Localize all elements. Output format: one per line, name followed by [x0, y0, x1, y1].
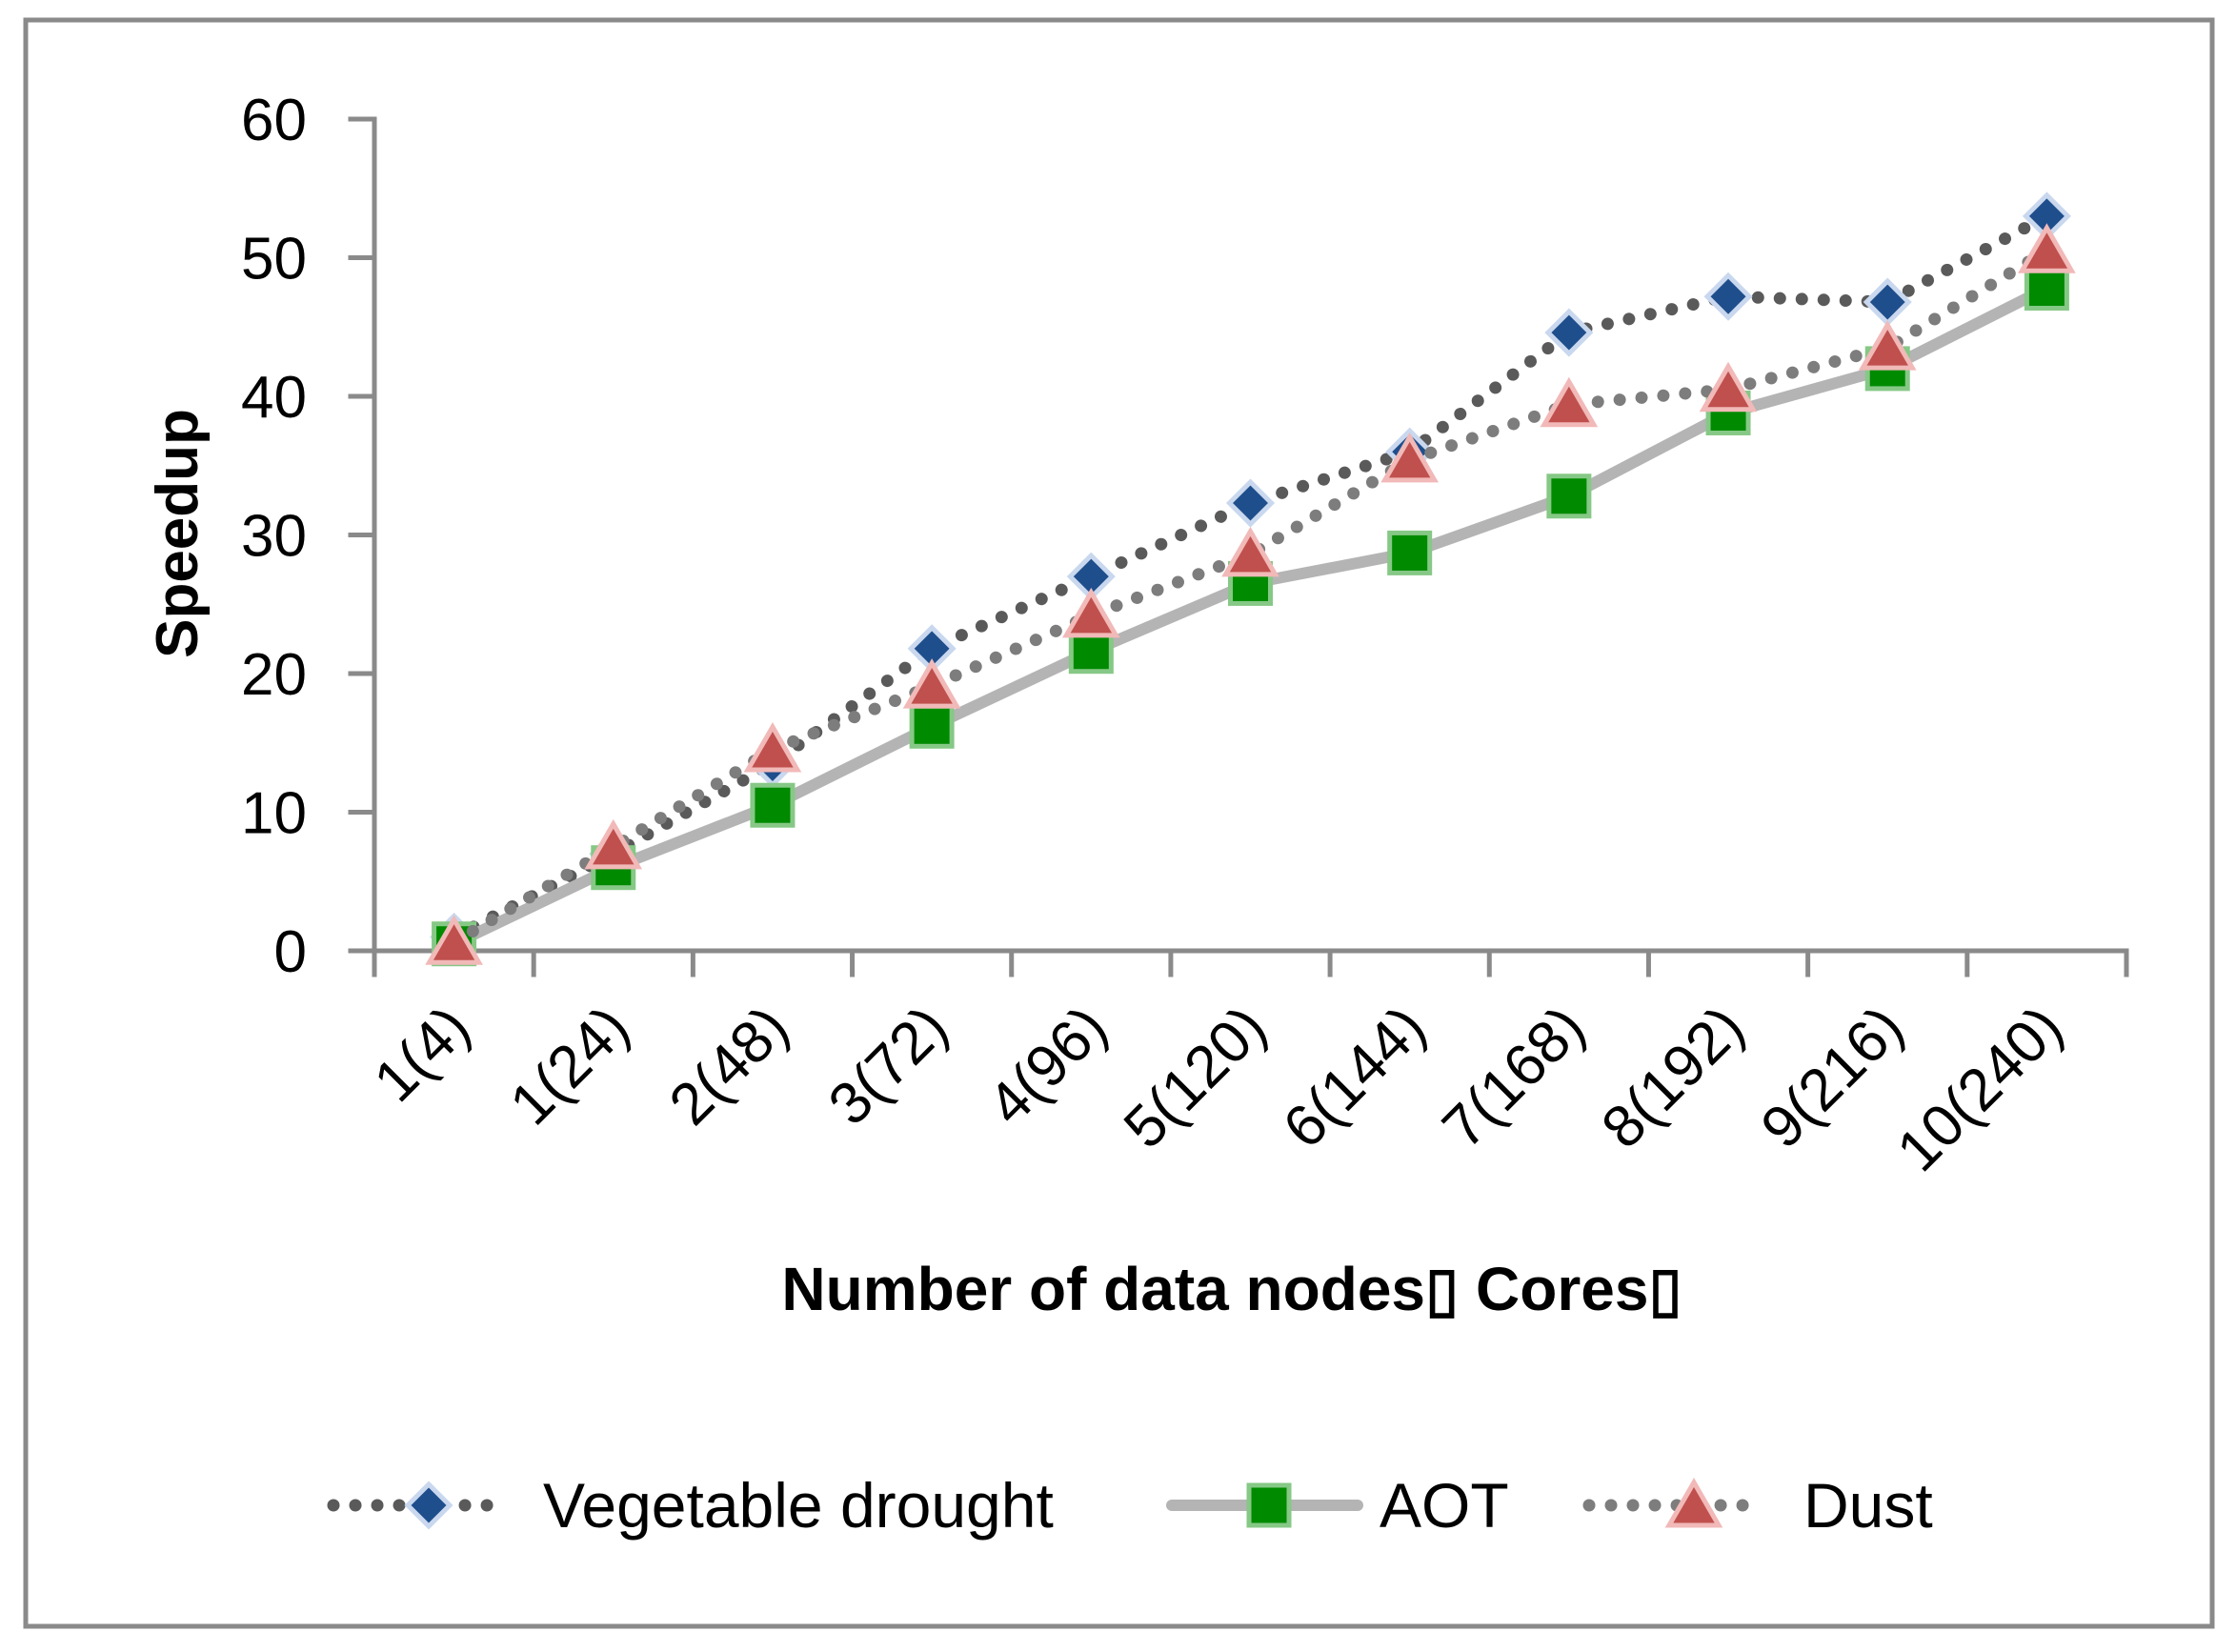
series-layer: [425, 191, 2076, 967]
y-tick-label: 50: [241, 227, 307, 292]
x-axis-title: Number of data nodes▯ Cores▯: [781, 1255, 1682, 1323]
vegetable-drought-diamond-marker: [1544, 308, 1594, 357]
legend-item-dust: Dust: [1582, 1470, 1933, 1541]
chart-frame: [23, 17, 2215, 1629]
legend-diamond-marker: [404, 1481, 453, 1530]
legend-label-aot: AOT: [1380, 1470, 1509, 1541]
dust-triangle-marker: [1221, 526, 1279, 577]
series-dust: [425, 223, 2076, 965]
legend: Vegetable drought AOT Dust: [327, 1470, 1933, 1541]
y-tick-label: 0: [274, 919, 307, 985]
dust-triangle-marker: [2018, 223, 2076, 273]
y-tick-label: 20: [241, 642, 307, 708]
y-tick-label: 10: [241, 781, 307, 847]
vegetable-drought-diamond-marker: [1225, 478, 1276, 528]
dust-triangle-marker: [902, 658, 961, 709]
dust-triangle-marker: [1061, 587, 1120, 638]
aot-square-marker: [1546, 473, 1592, 519]
dust-triangle-marker: [743, 722, 802, 773]
y-tick-label: 60: [241, 88, 307, 153]
aot-square-marker: [2024, 266, 2069, 312]
vegetable-drought-diamond-marker: [1703, 272, 1753, 321]
legend-label-vegetable-drought: Vegetable drought: [543, 1470, 1054, 1541]
y-tick-label: 30: [241, 504, 307, 570]
aot-square-marker: [750, 782, 796, 828]
legend-item-aot: AOT: [1166, 1470, 1509, 1541]
dust-triangle-marker: [425, 915, 483, 965]
y-axis-ticks: 0 10 20 30 40 50 60: [241, 88, 377, 985]
dust-triangle-marker: [1858, 320, 1917, 371]
aot-square-marker: [1387, 530, 1433, 575]
vegetable-drought-line: [448, 210, 2053, 943]
dust-triangle-marker: [1540, 376, 1599, 428]
dust-triangle-marker: [584, 818, 643, 870]
legend-label-dust: Dust: [1803, 1470, 1933, 1541]
y-axis-title: Speedup: [145, 409, 211, 658]
dust-triangle-marker: [1699, 361, 1758, 413]
legend-triangle-marker: [1664, 1478, 1723, 1528]
legend-square-marker: [1246, 1482, 1292, 1528]
legend-item-vegetable-drought: Vegetable drought: [327, 1470, 1054, 1541]
aot-square-marker: [909, 703, 955, 749]
dust-line: [448, 244, 2053, 949]
dust-triangle-marker: [1380, 432, 1440, 483]
y-tick-label: 40: [241, 365, 307, 431]
